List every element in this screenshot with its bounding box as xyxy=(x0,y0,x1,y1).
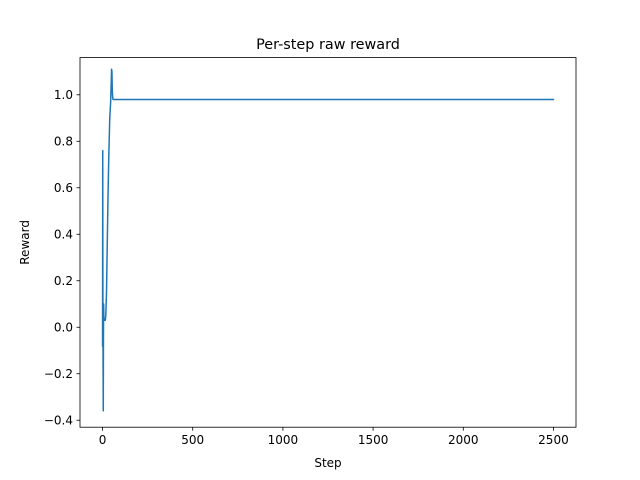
y-tick-label: −0.4 xyxy=(44,413,73,427)
x-tick-label: 2500 xyxy=(538,433,569,447)
y-axis: −0.4 −0.2 0.0 0.2 0.4 0.6 0.8 1.0 xyxy=(44,88,80,427)
y-tick-label: 0.2 xyxy=(54,274,73,288)
x-tick-label: 1500 xyxy=(358,433,389,447)
x-tick-label: 1000 xyxy=(268,433,299,447)
y-tick-label: 0.6 xyxy=(54,181,73,195)
y-tick-label: 1.0 xyxy=(54,88,73,102)
x-tick-label: 0 xyxy=(99,433,107,447)
x-tick-label: 2000 xyxy=(448,433,479,447)
x-tick-label: 500 xyxy=(181,433,204,447)
y-tick-label: 0.8 xyxy=(54,134,73,148)
x-axis-title: Step xyxy=(314,456,341,470)
y-axis-title: Reward xyxy=(18,220,32,265)
y-tick-label: −0.2 xyxy=(44,367,73,381)
y-tick-label: 0.4 xyxy=(54,227,73,241)
y-tick-label: 0.0 xyxy=(54,320,73,334)
chart-title: Per-step raw reward xyxy=(256,37,400,53)
x-axis: 0 500 1000 1500 2000 2500 xyxy=(99,427,569,447)
plot-layer xyxy=(101,68,555,412)
axes-frame xyxy=(79,57,577,428)
series-line-0 xyxy=(101,68,555,412)
